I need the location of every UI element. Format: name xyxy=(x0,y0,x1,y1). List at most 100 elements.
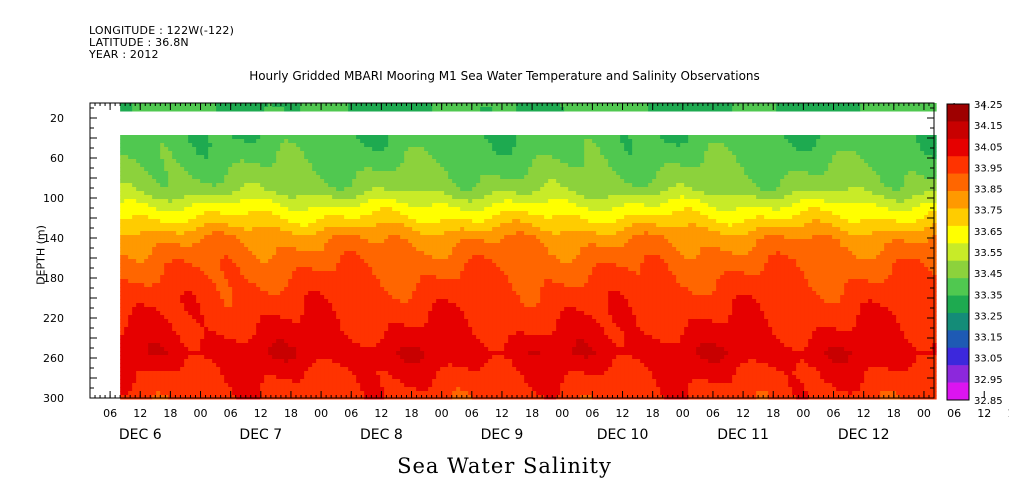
salinity-cell xyxy=(356,191,361,196)
salinity-cell xyxy=(588,183,593,188)
salinity-cell xyxy=(652,179,657,184)
salinity-cell xyxy=(584,107,589,112)
salinity-cell xyxy=(556,191,561,196)
salinity-cell xyxy=(836,167,841,172)
salinity-cell xyxy=(464,211,469,216)
salinity-cell xyxy=(828,195,833,200)
salinity-cell xyxy=(484,159,489,164)
salinity-cell xyxy=(716,147,721,152)
salinity-cell xyxy=(876,207,881,212)
salinity-cell xyxy=(728,219,733,224)
salinity-cell xyxy=(628,195,633,200)
salinity-cell xyxy=(620,179,625,184)
salinity-cell xyxy=(600,211,605,216)
salinity-cell xyxy=(716,191,721,196)
salinity-cell xyxy=(336,143,341,148)
salinity-cell xyxy=(864,139,869,144)
salinity-cell xyxy=(384,175,389,180)
salinity-cell xyxy=(576,103,581,108)
salinity-cell xyxy=(480,167,485,172)
salinity-cell xyxy=(412,163,417,168)
salinity-cell xyxy=(460,139,465,144)
salinity-cell xyxy=(364,199,369,204)
salinity-cell xyxy=(576,107,581,112)
salinity-cell xyxy=(524,103,529,108)
salinity-cell xyxy=(764,203,769,208)
salinity-cell xyxy=(368,191,373,196)
salinity-cell xyxy=(740,195,745,200)
salinity-cell xyxy=(392,167,397,172)
salinity-cell xyxy=(868,167,873,172)
salinity-cell xyxy=(268,219,273,224)
salinity-cell xyxy=(424,143,429,148)
salinity-cell xyxy=(488,103,493,108)
salinity-cell xyxy=(172,183,177,188)
salinity-cell xyxy=(180,175,185,180)
salinity-cell xyxy=(372,163,377,168)
salinity-cell xyxy=(536,171,541,176)
salinity-cell xyxy=(904,183,909,188)
salinity-cell xyxy=(472,183,477,188)
salinity-cell xyxy=(316,195,321,200)
salinity-cell xyxy=(420,155,425,160)
salinity-cell xyxy=(604,179,609,184)
salinity-cell xyxy=(852,143,857,148)
salinity-cell xyxy=(316,223,321,228)
salinity-cell xyxy=(804,219,809,224)
salinity-cell xyxy=(252,147,257,152)
salinity-cell xyxy=(360,187,365,192)
salinity-cell xyxy=(920,107,925,112)
salinity-cell xyxy=(676,151,681,156)
salinity-cell xyxy=(312,159,317,164)
salinity-cell xyxy=(140,175,145,180)
salinity-cell xyxy=(604,203,609,208)
salinity-cell xyxy=(364,171,369,176)
salinity-cell xyxy=(504,191,509,196)
salinity-cell xyxy=(696,175,701,180)
salinity-cell xyxy=(916,195,921,200)
salinity-cell xyxy=(632,159,637,164)
salinity-cell xyxy=(364,195,369,200)
salinity-cell xyxy=(312,187,317,192)
salinity-cell xyxy=(880,107,885,112)
salinity-cell xyxy=(400,211,405,216)
salinity-cell xyxy=(520,195,525,200)
salinity-cell xyxy=(240,211,245,216)
salinity-cell xyxy=(324,167,329,172)
salinity-cell xyxy=(892,167,897,172)
salinity-cell xyxy=(860,187,865,192)
salinity-cell xyxy=(276,143,281,148)
salinity-cell xyxy=(256,211,261,216)
salinity-cell xyxy=(520,199,525,204)
salinity-cell xyxy=(580,159,585,164)
salinity-cell xyxy=(628,203,633,208)
salinity-cell xyxy=(260,171,265,176)
salinity-cell xyxy=(892,135,897,140)
salinity-cell xyxy=(456,107,461,112)
salinity-cell xyxy=(840,103,845,108)
salinity-cell xyxy=(696,163,701,168)
salinity-cell xyxy=(832,191,837,196)
salinity-cell xyxy=(624,183,629,188)
salinity-cell xyxy=(716,155,721,160)
salinity-cell xyxy=(372,223,377,228)
salinity-cell xyxy=(596,147,601,152)
salinity-cell xyxy=(364,135,369,140)
salinity-cell xyxy=(632,199,637,204)
salinity-cell xyxy=(452,187,457,192)
salinity-cell xyxy=(352,135,357,140)
salinity-cell xyxy=(220,187,225,192)
salinity-cell xyxy=(584,183,589,188)
salinity-cell xyxy=(844,107,849,112)
salinity-cell xyxy=(276,135,281,140)
salinity-cell xyxy=(820,215,825,220)
salinity-cell xyxy=(804,183,809,188)
salinity-cell xyxy=(808,167,813,172)
salinity-cell xyxy=(696,187,701,192)
salinity-cell xyxy=(412,223,417,228)
salinity-cell xyxy=(264,215,269,220)
salinity-cell xyxy=(244,151,249,156)
salinity-cell xyxy=(920,211,925,216)
salinity-cell xyxy=(424,203,429,208)
salinity-cell xyxy=(196,207,201,212)
